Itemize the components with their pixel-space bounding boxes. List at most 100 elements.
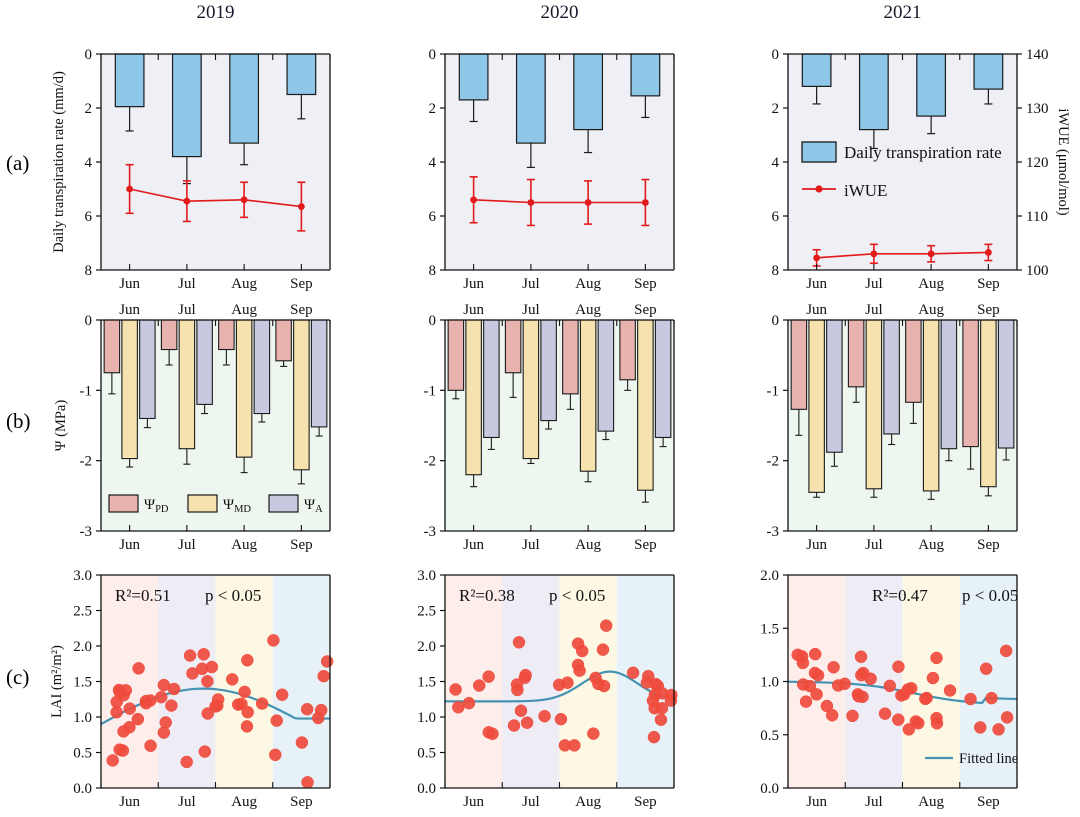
- svg-text:Jun: Jun: [463, 537, 484, 553]
- svg-text:Aug: Aug: [575, 302, 601, 318]
- svg-text:130: 130: [1026, 101, 1049, 117]
- svg-text:3.0: 3.0: [417, 568, 436, 584]
- svg-text:p < 0.05: p < 0.05: [549, 586, 605, 605]
- svg-text:Aug: Aug: [918, 537, 944, 553]
- svg-text:0: 0: [85, 313, 93, 329]
- svg-text:0.0: 0.0: [760, 781, 779, 797]
- svg-text:0.5: 0.5: [73, 746, 92, 762]
- svg-text:Jun: Jun: [463, 794, 484, 810]
- svg-text:-3: -3: [424, 524, 437, 540]
- svg-text:Aug: Aug: [231, 276, 257, 292]
- svg-text:2.0: 2.0: [73, 639, 92, 655]
- svg-text:Sep: Sep: [290, 302, 313, 318]
- svg-text:Aug: Aug: [231, 537, 257, 553]
- svg-text:1.5: 1.5: [760, 621, 779, 637]
- svg-text:Jun: Jun: [463, 302, 484, 318]
- svg-text:-1: -1: [767, 383, 780, 399]
- svg-text:Jul: Jul: [522, 794, 540, 810]
- svg-text:0.0: 0.0: [417, 781, 436, 797]
- svg-text:-2: -2: [424, 454, 437, 470]
- svg-text:p < 0.05: p < 0.05: [962, 586, 1018, 605]
- svg-text:Sep: Sep: [977, 276, 1000, 292]
- svg-text:R²=0.38: R²=0.38: [459, 586, 515, 605]
- svg-text:Sep: Sep: [634, 276, 657, 292]
- svg-text:-1: -1: [80, 383, 93, 399]
- svg-text:Jul: Jul: [178, 276, 196, 292]
- svg-text:8: 8: [85, 263, 93, 279]
- svg-text:-2: -2: [767, 454, 780, 470]
- svg-text:Aug: Aug: [575, 537, 601, 553]
- svg-text:Fitted line: Fitted line: [959, 751, 1018, 767]
- svg-text:Sep: Sep: [977, 302, 1000, 318]
- svg-text:6: 6: [772, 209, 780, 225]
- svg-text:Jul: Jul: [865, 537, 883, 553]
- svg-text:6: 6: [429, 209, 437, 225]
- svg-text:100: 100: [1026, 263, 1049, 279]
- svg-text:Aug: Aug: [918, 794, 944, 810]
- svg-text:4: 4: [772, 155, 780, 171]
- svg-text:Jul: Jul: [865, 276, 883, 292]
- svg-text:110: 110: [1026, 209, 1048, 225]
- svg-text:Jul: Jul: [178, 302, 196, 318]
- svg-text:2: 2: [85, 101, 93, 117]
- svg-text:0.0: 0.0: [73, 781, 92, 797]
- svg-text:1.5: 1.5: [417, 675, 436, 691]
- svg-text:-1: -1: [424, 383, 437, 399]
- svg-text:Ψ (MPa): Ψ (MPa): [53, 400, 69, 452]
- svg-text:6: 6: [85, 209, 93, 225]
- svg-text:Jul: Jul: [865, 302, 883, 318]
- svg-text:R²=0.47: R²=0.47: [872, 586, 928, 605]
- svg-text:Jul: Jul: [522, 302, 540, 318]
- svg-text:Daily transpiration rate: Daily transpiration rate: [844, 143, 1002, 162]
- svg-text:Jun: Jun: [119, 794, 140, 810]
- svg-text:Jul: Jul: [178, 794, 196, 810]
- svg-text:Sep: Sep: [290, 537, 313, 553]
- svg-text:8: 8: [429, 263, 437, 279]
- svg-text:2.0: 2.0: [417, 639, 436, 655]
- svg-text:0: 0: [85, 47, 93, 63]
- svg-text:Aug: Aug: [918, 302, 944, 318]
- svg-text:Jun: Jun: [119, 302, 140, 318]
- svg-text:0: 0: [429, 47, 437, 63]
- svg-text:iWUE (μmol/mol): iWUE (μmol/mol): [1055, 108, 1071, 215]
- svg-text:Aug: Aug: [231, 794, 257, 810]
- svg-text:1.0: 1.0: [417, 710, 436, 726]
- svg-text:2.5: 2.5: [417, 604, 436, 620]
- svg-text:Jun: Jun: [119, 537, 140, 553]
- svg-text:Sep: Sep: [634, 794, 657, 810]
- svg-text:Jun: Jun: [119, 276, 140, 292]
- svg-text:140: 140: [1026, 47, 1049, 63]
- svg-text:Jul: Jul: [522, 537, 540, 553]
- svg-text:Aug: Aug: [575, 276, 601, 292]
- svg-text:3.0: 3.0: [73, 568, 92, 584]
- svg-text:2.5: 2.5: [73, 604, 92, 620]
- svg-text:Sep: Sep: [977, 537, 1000, 553]
- svg-text:2: 2: [429, 101, 437, 117]
- svg-text:LAI (m²/m²): LAI (m²/m²): [49, 645, 65, 718]
- svg-text:Jun: Jun: [463, 276, 484, 292]
- svg-text:Jul: Jul: [865, 794, 883, 810]
- svg-text:Aug: Aug: [918, 276, 944, 292]
- svg-text:Sep: Sep: [634, 537, 657, 553]
- svg-text:0: 0: [429, 313, 437, 329]
- svg-text:Jun: Jun: [806, 276, 827, 292]
- svg-text:iWUE: iWUE: [844, 181, 887, 200]
- svg-text:0.5: 0.5: [760, 728, 779, 744]
- svg-text:Jul: Jul: [178, 537, 196, 553]
- svg-text:Sep: Sep: [634, 302, 657, 318]
- svg-text:R²=0.51: R²=0.51: [115, 586, 171, 605]
- svg-text:0.5: 0.5: [417, 746, 436, 762]
- svg-text:-3: -3: [80, 524, 93, 540]
- svg-text:8: 8: [772, 263, 780, 279]
- svg-text:0: 0: [772, 313, 780, 329]
- svg-text:Jul: Jul: [522, 276, 540, 292]
- svg-text:2.0: 2.0: [760, 568, 779, 584]
- svg-text:Jun: Jun: [806, 794, 827, 810]
- svg-text:Sep: Sep: [977, 794, 1000, 810]
- svg-text:Jun: Jun: [806, 302, 827, 318]
- svg-text:1.0: 1.0: [73, 710, 92, 726]
- svg-text:-2: -2: [80, 454, 93, 470]
- svg-text:120: 120: [1026, 155, 1049, 171]
- svg-text:Jun: Jun: [806, 537, 827, 553]
- svg-text:-3: -3: [767, 524, 780, 540]
